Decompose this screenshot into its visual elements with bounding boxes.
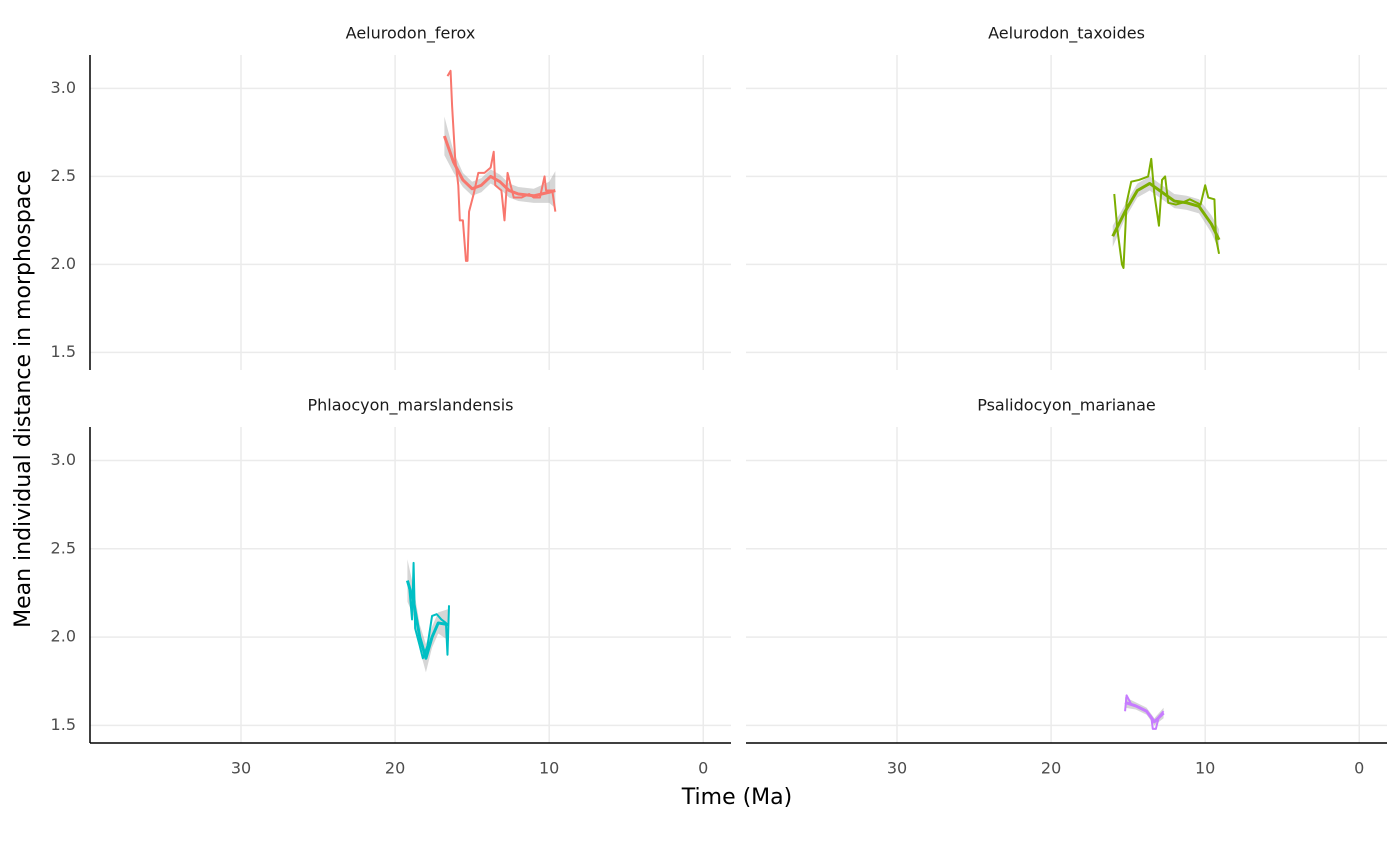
- strip-title: Aelurodon_taxoides: [988, 24, 1145, 44]
- y-tick-label: 2.5: [51, 166, 76, 185]
- x-tick-label: 0: [698, 759, 708, 778]
- y-axis-title: Mean individual distance in morphospace: [11, 170, 36, 628]
- x-tick-label: 10: [1195, 759, 1215, 778]
- x-tick-label: 30: [231, 759, 251, 778]
- confidence-band: [1112, 176, 1220, 251]
- strip-title: Phlaocyon_marslandensis: [308, 396, 514, 416]
- y-tick-label: 3.0: [51, 450, 76, 469]
- x-axis-title: Time (Ma): [681, 785, 792, 810]
- smooth-line: [1111, 181, 1221, 241]
- x-tick-label: 20: [385, 759, 405, 778]
- x-tick-label: 0: [1354, 759, 1364, 778]
- x-tick-label: 20: [1041, 759, 1061, 778]
- y-tick-label: 3.0: [51, 78, 76, 97]
- x-tick-label: 30: [887, 759, 907, 778]
- smooth-line: [1124, 700, 1165, 724]
- y-tick-label: 1.5: [51, 715, 76, 734]
- y-tick-label: 2.5: [51, 538, 76, 557]
- data-line: [1113, 157, 1221, 269]
- y-tick-label: 2.0: [51, 254, 76, 273]
- smooth-line: [405, 580, 450, 660]
- x-tick-label: 10: [539, 759, 559, 778]
- strip-title: Psalidocyon_marianae: [977, 396, 1156, 416]
- data-line: [446, 69, 557, 262]
- smooth-line: [442, 135, 556, 198]
- strip-title: Aelurodon_ferox: [346, 24, 476, 44]
- confidence-band: [444, 116, 556, 209]
- y-tick-label: 2.0: [51, 627, 76, 646]
- y-tick-label: 1.5: [51, 342, 76, 361]
